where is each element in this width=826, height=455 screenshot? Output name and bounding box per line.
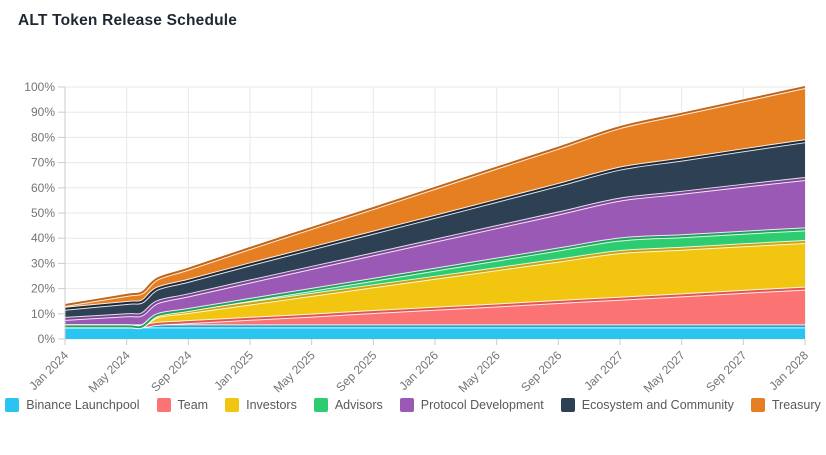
edge-line-advisors [65, 228, 806, 329]
protocol-development-swatch-icon [399, 398, 414, 412]
binance-launchpool-swatch-icon [5, 398, 20, 412]
x-tick-label: May 2027 [641, 348, 688, 395]
legend-label: Advisors [334, 397, 383, 412]
y-tick-label: 10% [31, 307, 55, 321]
legend-label: Ecosystem and Community [581, 397, 734, 412]
x-tick-label: Jan 2025 [211, 348, 256, 393]
edge-line-protocol-development [64, 178, 806, 320]
y-tick-label: 0% [38, 332, 56, 346]
x-tick-label: Sep 2025 [333, 348, 379, 394]
x-tick-label: May 2026 [456, 348, 503, 395]
area-series-binance-launchpool[interactable] [65, 326, 805, 339]
legend-item-team[interactable]: Team [156, 397, 209, 412]
legend-item-investors[interactable]: Investors [225, 398, 297, 412]
page-title: ALT Token Release Schedule [18, 12, 238, 29]
ecosystem-and-community-swatch-icon [560, 398, 575, 412]
y-tick-label: 20% [31, 282, 55, 296]
treasury-swatch-icon [750, 398, 765, 412]
x-tick-label: Jan 2028 [766, 348, 811, 393]
y-axis: 0% 10% 20% 30% 40% 50% 60% 70% 80% 90% 100% [24, 80, 66, 346]
legend-item-treasury[interactable]: Treasury [750, 397, 821, 412]
series-edges [64, 85, 806, 330]
y-tick-label: 60% [31, 181, 55, 195]
y-tick-label: 90% [31, 105, 55, 119]
legend-item-ecosystem-and-community[interactable]: Ecosystem and Community [560, 397, 734, 412]
y-tick-label: 70% [31, 156, 55, 170]
legend-label: Protocol Development [420, 397, 544, 412]
x-tick-label: May 2025 [271, 348, 318, 395]
legend-item-binance-launchpool[interactable]: Binance Launchpool [5, 397, 140, 412]
y-tick-label: 30% [31, 256, 55, 270]
x-tick-label: Sep 2026 [518, 348, 564, 394]
edge-line-treasury [64, 86, 806, 306]
x-tick-label: Sep 2024 [148, 348, 194, 394]
y-tick-label: 40% [31, 231, 55, 245]
x-tick-label: Jan 2024 [26, 348, 71, 393]
legend-item-advisors[interactable]: Advisors [313, 397, 383, 412]
legend-label: Treasury [771, 397, 821, 412]
team-swatch-icon [156, 398, 171, 412]
x-tick-label: May 2024 [86, 348, 133, 395]
release-schedule-chart[interactable]: 0% 10% 20% 30% 40% 50% 60% 70% 80% 90% 100% Jan 202… [0, 0, 826, 395]
investors-swatch-icon [225, 398, 240, 412]
legend-item-protocol-development[interactable]: Protocol Development [399, 397, 544, 412]
legend-label: Binance Launchpool [26, 397, 140, 412]
x-tick-label: Jan 2027 [581, 348, 626, 393]
y-tick-label: 80% [31, 130, 55, 144]
x-tick-label: Jan 2026 [396, 348, 441, 393]
x-axis: Jan 2024 May 2024 Sep 2024 Jan 2025 May 2025… [26, 339, 811, 395]
y-tick-label: 50% [31, 206, 55, 220]
chart-legend: Binance Launchpool Team Investors Advisors P… [0, 398, 826, 412]
legend-label: Investors [246, 397, 297, 412]
y-tick-label: 100% [24, 80, 55, 94]
legend-label: Team [177, 397, 209, 412]
advisors-swatch-icon [313, 398, 328, 412]
x-tick-label: Sep 2027 [703, 348, 749, 394]
edge-line-ecosystem-and-community [64, 140, 806, 310]
